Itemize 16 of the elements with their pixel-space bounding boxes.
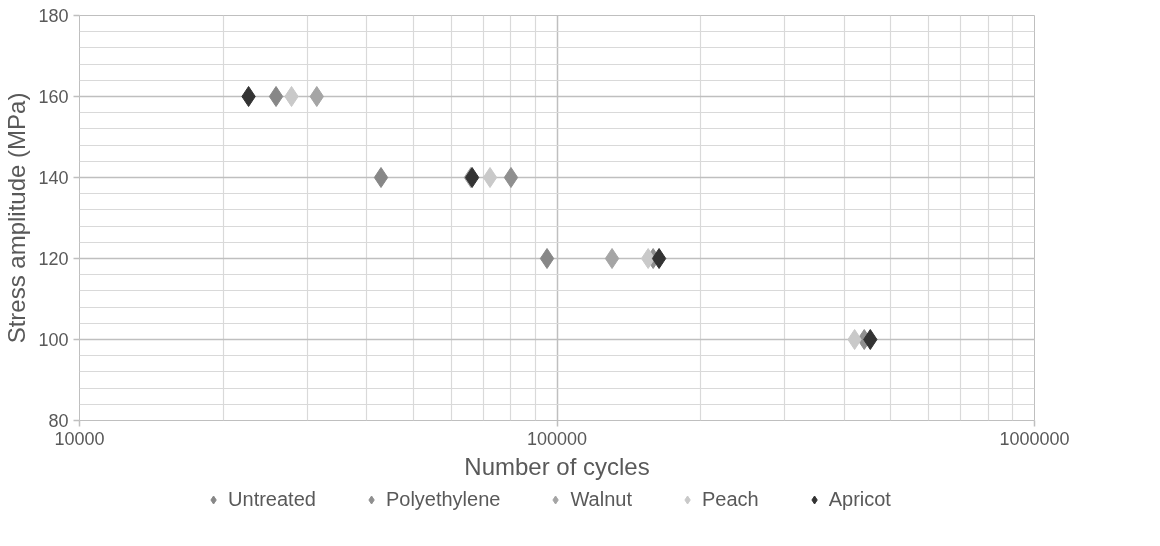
x-tick-label: 10000 <box>54 428 105 449</box>
x-tick-label: 100000 <box>526 428 588 449</box>
y-tick-label: 180 <box>38 6 69 26</box>
legend-label: Peach <box>701 487 759 511</box>
x-axis-title: Number of cycles <box>464 452 650 480</box>
y-tick-label: 100 <box>38 330 69 350</box>
legend-label: Walnut <box>570 487 632 511</box>
legend-label: Untreated <box>228 487 316 511</box>
y-tick-label: 80 <box>48 411 69 431</box>
legend-label: Apricot <box>828 487 891 511</box>
x-tick-label: 1000000 <box>999 428 1070 449</box>
y-tick-label: 120 <box>38 249 69 269</box>
legend-label: Polyethylene <box>385 487 501 511</box>
y-tick-label: 140 <box>38 168 69 188</box>
y-axis-title: Stress amplitude (MPa) <box>3 92 31 344</box>
y-tick-label: 160 <box>38 87 69 107</box>
